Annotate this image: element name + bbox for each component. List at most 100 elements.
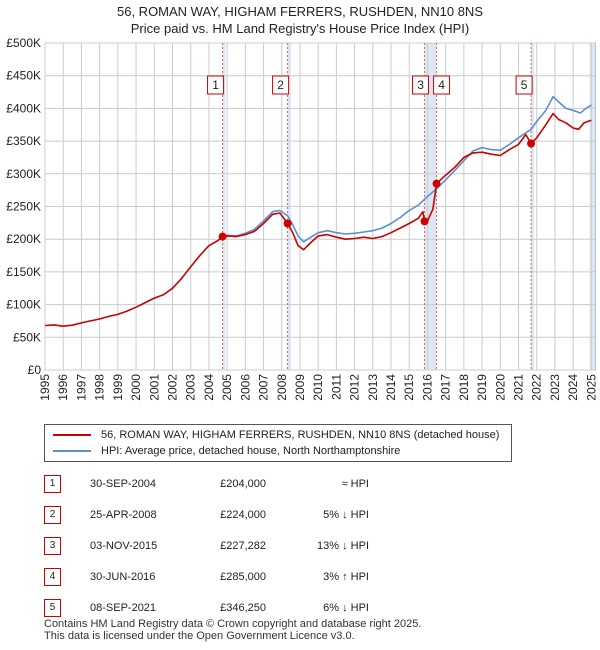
- x-axis-ticks: 1995 1996 1997 1998 1999 2000 2001 2002 2003 2004…: [38, 374, 598, 401]
- x-tick-label: 2013: [366, 374, 380, 401]
- x-tick-label: 2011: [329, 374, 343, 400]
- x-tick-label: 2025: [584, 374, 598, 401]
- sale-marker-label: 2: [277, 78, 284, 92]
- sale-date: 25-APR-2008: [90, 509, 157, 521]
- sale-number: 4: [44, 568, 61, 586]
- sale-hpi-relation: 5% ↓ HPI: [323, 509, 369, 521]
- title-line-1: 56, ROMAN WAY, HIGHAM FERRERS, RUSHDEN, …: [117, 4, 483, 19]
- y-tick-label: £100K: [6, 298, 41, 312]
- sale-number: 1: [44, 475, 61, 493]
- x-tick-label: 2001: [147, 374, 161, 401]
- sale-row: 3 03-NOV-2015 £227,282 13% ↓ HPI: [44, 537, 464, 555]
- y-tick-label: £400K: [6, 101, 41, 115]
- x-tick-label: 2002: [165, 374, 179, 401]
- hpi-line: [222, 95, 592, 243]
- title-line-2: Price paid vs. HM Land Registry's House …: [130, 21, 470, 36]
- sale-marker-label: 5: [521, 78, 528, 92]
- legend-swatch-property: [53, 434, 91, 436]
- x-tick-label: 1997: [74, 374, 88, 401]
- x-tick-label: 2019: [475, 374, 489, 401]
- sale-row: 1 30-SEP-2004 £204,000 ≈ HPI: [44, 475, 464, 493]
- sale-price: £204,000: [220, 478, 266, 490]
- x-tick-label: 2012: [348, 374, 362, 401]
- y-tick-label: £50K: [13, 330, 41, 344]
- property-price-line: [44, 112, 592, 327]
- sale-hpi-relation: 6% ↓ HPI: [323, 602, 369, 614]
- y-axis-ticks: £0 £50K £100K £150K £200K £250K £300K £350K £400…: [6, 36, 41, 377]
- sale-price: £285,000: [220, 571, 266, 583]
- sale-dot: [420, 217, 429, 226]
- x-tick-label: 2024: [566, 374, 580, 401]
- sale-dot: [283, 219, 292, 228]
- x-tick-label: 2004: [202, 374, 216, 401]
- x-tick-label: 2020: [493, 374, 507, 401]
- x-tick-label: 2007: [257, 374, 271, 401]
- grid: [44, 42, 595, 371]
- sale-marker-label: 1: [212, 78, 219, 92]
- sale-marker-box: [207, 75, 225, 95]
- y-tick-label: £300K: [6, 167, 41, 181]
- legend-label-property: 56, ROMAN WAY, HIGHAM FERRERS, RUSHDEN, …: [101, 429, 500, 441]
- sale-marker-label: 3: [417, 78, 424, 92]
- sale-date: 30-SEP-2004: [90, 478, 157, 490]
- sale-price: £224,000: [220, 509, 266, 521]
- x-tick-label: 2006: [238, 374, 252, 401]
- x-tick-label: 1998: [93, 374, 107, 401]
- x-tick-label: 2010: [311, 374, 325, 401]
- sale-dot: [218, 232, 227, 241]
- sale-number: 5: [44, 599, 61, 617]
- x-tick-label: 2015: [402, 374, 416, 401]
- footer-line-2: This data is licensed under the Open Gov…: [44, 630, 355, 642]
- sale-hpi-relation: ≈ HPI: [341, 478, 369, 490]
- sale-marker-box: [272, 75, 290, 95]
- sale-marker-lines: [222, 43, 532, 370]
- sale-dots: [218, 139, 536, 241]
- y-tick-label: £150K: [6, 265, 41, 279]
- x-tick-label: 2005: [220, 374, 234, 401]
- legend: 56, ROMAN WAY, HIGHAM FERRERS, RUSHDEN, …: [44, 424, 512, 462]
- x-tick-label: 2008: [275, 374, 289, 401]
- sale-date: 03-NOV-2015: [90, 540, 158, 552]
- sale-price: £346,250: [220, 602, 266, 614]
- sale-row: 4 30-JUN-2016 £285,000 3% ↑ HPI: [44, 568, 464, 586]
- sale-date: 30-JUN-2016: [90, 571, 156, 583]
- x-tick-label: 2000: [129, 374, 143, 401]
- y-tick-label: £200K: [6, 232, 41, 246]
- x-tick-label: 2021: [512, 374, 526, 401]
- x-tick-label: 2023: [548, 374, 562, 401]
- y-tick-label: £250K: [6, 200, 41, 214]
- legend-label-hpi: HPI: Average price, detached house, Nort…: [101, 445, 401, 457]
- sale-dot: [527, 139, 536, 148]
- x-tick-label: 2009: [293, 374, 307, 401]
- footer: Contains HM Land Registry data © Crown c…: [44, 618, 421, 642]
- y-tick-label: £500K: [6, 36, 41, 50]
- sale-row: 5 08-SEP-2021 £346,250 6% ↓ HPI: [44, 599, 464, 617]
- x-tick-label: 1996: [56, 374, 70, 401]
- sale-marker-box: [433, 75, 451, 95]
- x-tick-label: 2014: [384, 374, 398, 401]
- x-tick-label: 2022: [530, 374, 544, 401]
- sale-marker-label: 4: [438, 78, 445, 92]
- sale-dot: [432, 179, 441, 188]
- sale-marker-box: [412, 75, 430, 95]
- x-tick-label: 1999: [111, 374, 125, 401]
- legend-swatch-hpi: [53, 450, 91, 452]
- sale-hpi-relation: 13% ↓ HPI: [317, 540, 369, 552]
- x-tick-label: 2003: [184, 374, 198, 401]
- sale-price: £227,282: [220, 540, 266, 552]
- sale-number: 3: [44, 537, 61, 555]
- x-tick-label: 2017: [439, 374, 453, 401]
- x-tick-label: 2016: [420, 374, 434, 401]
- y-tick-label: £450K: [6, 69, 41, 83]
- sale-marker-box: [515, 75, 533, 95]
- x-tick-label: 2018: [457, 374, 471, 401]
- x-tick-label: 1995: [38, 374, 52, 401]
- sale-row: 2 25-APR-2008 £224,000 5% ↓ HPI: [44, 506, 464, 524]
- chart-title: 56, ROMAN WAY, HIGHAM FERRERS, RUSHDEN, …: [0, 3, 600, 37]
- series-lines: [44, 95, 592, 327]
- y-tick-label: £0: [28, 363, 42, 377]
- sale-hpi-relation: 3% ↑ HPI: [323, 571, 369, 583]
